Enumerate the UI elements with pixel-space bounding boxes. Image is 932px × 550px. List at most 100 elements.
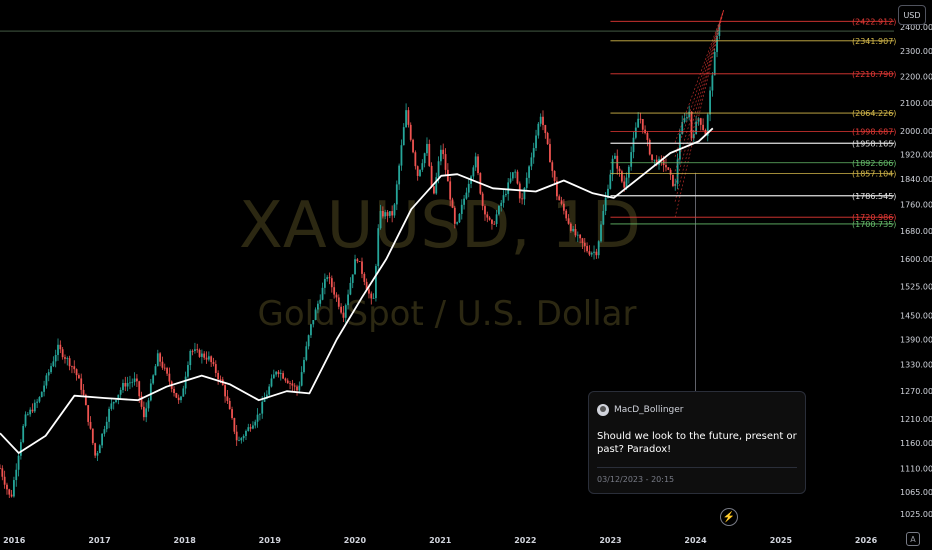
candle-body	[184, 376, 187, 389]
time-axis[interactable]: 2016 2017 2018 2019 2020 2021 2022 2023 2024 2025…	[3, 536, 877, 545]
candle-body	[217, 372, 220, 380]
candle-body	[590, 252, 593, 255]
candle-body	[632, 137, 635, 153]
auto-scale-button[interactable]: A	[906, 532, 920, 546]
candle-body	[393, 204, 396, 216]
candle-body	[504, 193, 507, 196]
candle-body	[212, 362, 215, 365]
candle-body	[356, 259, 359, 262]
candle-body	[189, 350, 192, 366]
candle-body	[500, 202, 503, 206]
candle-body	[140, 396, 143, 407]
candle-body	[152, 375, 155, 384]
y-tick-label: 2200.000	[900, 73, 932, 82]
moving-average-line	[0, 127, 714, 454]
x-tick-label: 2019	[259, 536, 282, 545]
candle-body	[481, 193, 484, 207]
candle-body	[303, 359, 305, 373]
candle-body	[149, 383, 152, 401]
candle-body	[514, 171, 517, 173]
candle-body	[502, 195, 505, 203]
candle-body	[159, 353, 162, 362]
candle-body	[108, 408, 110, 422]
author-name[interactable]: MacD_Bollinger	[614, 405, 684, 415]
candle-body	[59, 344, 62, 350]
candle-body	[98, 445, 101, 454]
candle-body	[400, 145, 403, 166]
idea-divider	[597, 467, 797, 468]
candle-body	[323, 278, 326, 288]
candle-body	[40, 391, 43, 398]
avatar[interactable]	[597, 404, 609, 416]
candle-body	[50, 366, 52, 373]
y-tick-label: 1525.000	[900, 282, 932, 291]
candle-body	[419, 169, 421, 176]
candle-body	[669, 169, 672, 175]
candle-body	[618, 168, 621, 172]
x-tick-label: 2017	[88, 536, 110, 545]
candle-body	[363, 273, 366, 282]
candle-body	[29, 409, 32, 415]
candle-body	[484, 206, 486, 215]
lightning-icon[interactable]: ⚡	[720, 508, 738, 526]
candle-body	[235, 431, 238, 441]
y-tick-label: 2300.000	[900, 47, 932, 56]
candle-body	[430, 165, 433, 187]
candle-body	[565, 210, 568, 219]
candle-body	[433, 186, 435, 194]
candle-body	[685, 117, 688, 119]
x-tick-label: 2018	[174, 536, 197, 545]
channel-line	[674, 10, 724, 143]
y-tick-label: 1110.000	[900, 464, 932, 473]
candle-body	[31, 409, 34, 412]
candle-body	[256, 414, 259, 422]
price-candles	[0, 22, 721, 499]
candle-body	[361, 261, 363, 274]
candle-body	[43, 385, 45, 392]
candle-body	[161, 361, 164, 368]
candle-body	[314, 309, 317, 321]
candle-body	[344, 305, 347, 318]
candle-body	[402, 127, 405, 146]
candle-body	[537, 123, 540, 136]
candle-body	[546, 133, 549, 145]
candle-body	[574, 229, 577, 236]
candle-body	[523, 187, 526, 200]
candle-body	[333, 287, 336, 295]
candle-body	[528, 166, 530, 178]
candle-body	[196, 349, 199, 351]
y-tick-label: 1760.000	[900, 200, 932, 209]
candle-body	[200, 353, 203, 357]
candle-body	[105, 421, 108, 430]
candle-body	[602, 210, 605, 225]
candle-body	[328, 277, 331, 279]
candle-body	[33, 402, 36, 412]
candle-body	[166, 368, 168, 374]
candle-body	[0, 468, 1, 470]
candle-body	[377, 228, 380, 267]
candle-body	[709, 90, 711, 115]
candle-body	[52, 361, 55, 367]
candle-body	[180, 396, 182, 401]
candle-body	[300, 372, 303, 386]
candle-body	[409, 124, 412, 140]
price-axis[interactable]: 2400.000 2300.000 2200.000 2100.000 2000.000…	[900, 23, 932, 519]
idea-card[interactable]: MacD_Bollinger Should we look to the fut…	[588, 391, 806, 494]
candle-body	[337, 297, 340, 307]
candle-body	[87, 405, 90, 422]
candle-body	[535, 135, 537, 149]
candle-body	[129, 382, 131, 384]
x-tick-label: 2025	[770, 536, 793, 545]
currency-button[interactable]: USD	[898, 5, 926, 25]
watermark-symbol: XAUUSD, 1D	[239, 189, 641, 263]
y-tick-label: 2100.000	[900, 99, 932, 108]
candle-body	[630, 152, 633, 167]
candle-body	[228, 400, 231, 410]
candle-body	[75, 369, 78, 376]
y-tick-label: 1600.000	[900, 255, 932, 264]
candle-body	[449, 181, 452, 200]
y-tick-label: 1680.000	[900, 227, 932, 236]
candle-body	[639, 118, 642, 120]
candle-body	[8, 489, 11, 495]
